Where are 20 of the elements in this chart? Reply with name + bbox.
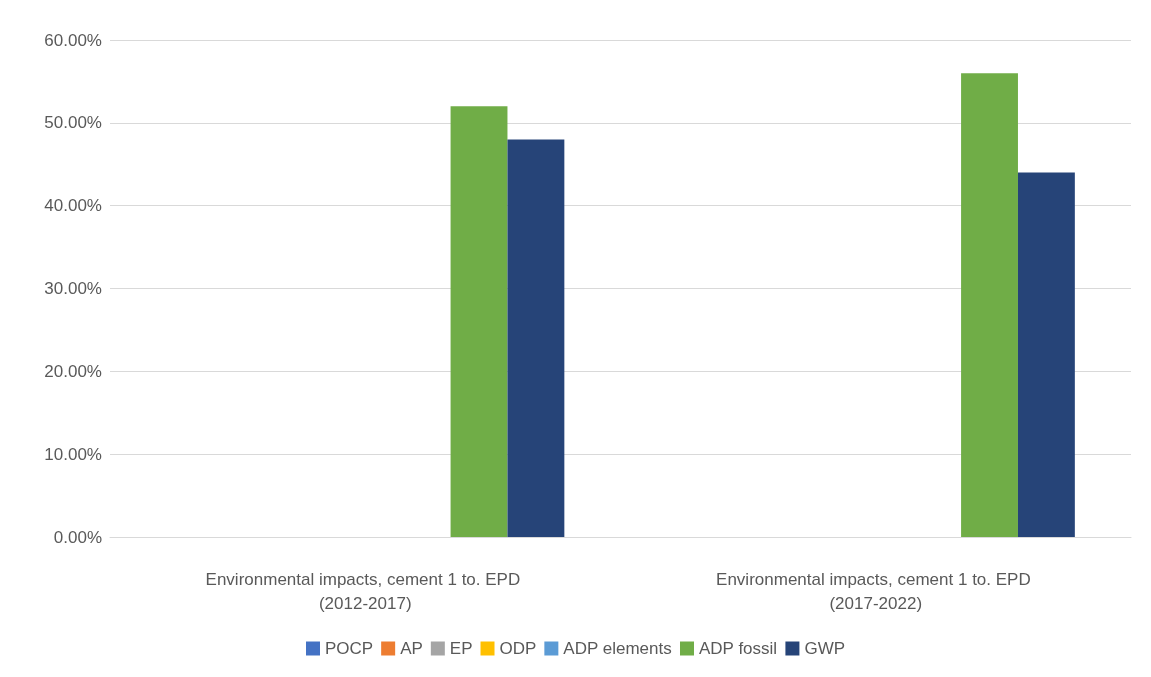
bar [507, 139, 565, 537]
y-tick-label: 10.00% [44, 444, 102, 464]
bar [961, 73, 1018, 537]
legend-label: AP [400, 639, 423, 658]
legend-label: POCP [324, 639, 374, 658]
y-tick-label: 30.00% [44, 279, 102, 298]
y-tick-label: 60.00% [44, 30, 102, 50]
bar [1017, 172, 1075, 537]
x-tick-label: Environmental impacts, cement 1 to. EPD (2017-2022) [716, 569, 1036, 613]
legend-label: GWP [804, 639, 846, 658]
y-tick-label: 40.00% [44, 196, 102, 216]
bar [450, 106, 508, 537]
y-tick-label: 20.00% [44, 361, 102, 381]
legend-label: ADP elements [563, 639, 672, 658]
x-tick-label: Environmental impacts, cement 1 to. EPD (2012-2017) [205, 569, 525, 613]
y-tick-label: 50.00% [44, 113, 102, 133]
y-tick-label: 0.00% [53, 527, 102, 547]
legend-label: EP [449, 639, 473, 658]
legend-label: ADP fossil [699, 639, 778, 658]
legend-label: ODP [499, 639, 537, 658]
